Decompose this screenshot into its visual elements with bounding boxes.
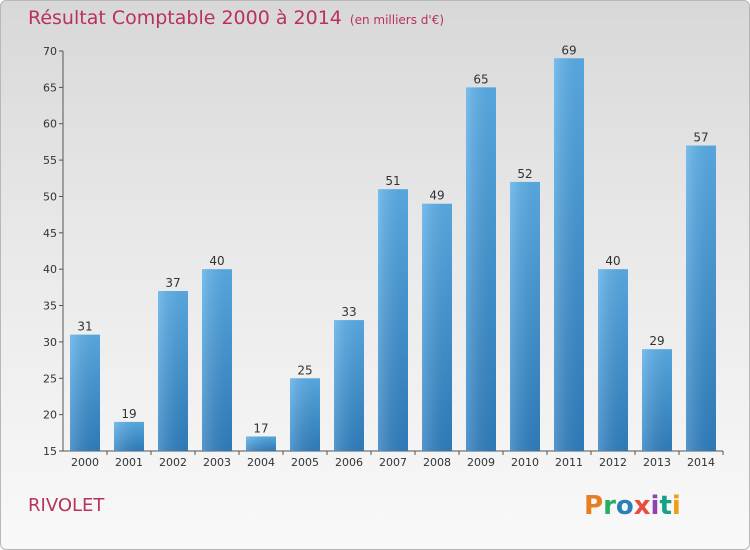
title-text: Résultat Comptable 2000 à 2014: [28, 7, 342, 29]
bar-value-label: 65: [473, 72, 488, 86]
y-tick-label: 70: [43, 45, 57, 58]
bar-highlight: [686, 145, 716, 451]
bar-highlight: [70, 334, 100, 451]
bar-value-label: 69: [561, 43, 576, 57]
bar-highlight: [598, 269, 628, 451]
unit-text: (en milliers d'€): [349, 13, 445, 27]
logo-letter: i: [650, 491, 660, 521]
x-tick-label: 2006: [335, 456, 363, 469]
bar-highlight: [378, 189, 408, 451]
logo-letter: P: [584, 491, 604, 521]
logo-letter: x: [633, 491, 651, 521]
bar-value-label: 52: [517, 167, 532, 181]
bar-value-label: 25: [297, 363, 312, 377]
bar-value-label: 40: [209, 254, 224, 268]
y-tick-label: 20: [43, 409, 57, 422]
bar-value-label: 17: [253, 421, 268, 435]
x-tick-label: 2014: [687, 456, 715, 469]
bar-highlight: [158, 291, 188, 451]
y-tick-label: 40: [43, 263, 57, 276]
bar-highlight: [202, 269, 232, 451]
bar-value-label: 29: [649, 334, 664, 348]
logo-letter: o: [615, 491, 634, 521]
bar-value-label: 19: [121, 407, 136, 421]
x-tick-label: 2002: [159, 456, 187, 469]
logo-letter: r: [603, 491, 616, 521]
x-tick-label: 2007: [379, 456, 407, 469]
bar-highlight: [554, 58, 584, 451]
x-tick-label: 2004: [247, 456, 275, 469]
bar-value-label: 31: [77, 320, 92, 334]
bar-value-label: 33: [341, 305, 356, 319]
y-tick-label: 35: [43, 300, 57, 313]
y-tick-label: 25: [43, 372, 57, 385]
y-tick-label: 30: [43, 336, 57, 349]
y-tick-label: 65: [43, 81, 57, 94]
proxiti-logo[interactable]: Proxiti: [584, 491, 681, 521]
bar-highlight: [114, 421, 144, 451]
bar-highlight: [642, 349, 672, 451]
y-tick-label: 50: [43, 190, 57, 203]
x-tick-label: 2010: [511, 456, 539, 469]
x-tick-label: 2000: [71, 456, 99, 469]
logo-letter: t: [659, 491, 672, 521]
place-name: RIVOLET: [28, 495, 105, 516]
x-tick-label: 2012: [599, 456, 627, 469]
y-tick-label: 15: [43, 445, 57, 458]
x-tick-label: 2008: [423, 456, 451, 469]
y-tick-label: 55: [43, 154, 57, 167]
chart-title: Résultat Comptable 2000 à 2014 (en millie…: [28, 7, 444, 29]
bar-value-label: 51: [385, 174, 400, 188]
bar-highlight: [246, 436, 276, 451]
bar-highlight: [466, 87, 496, 451]
x-tick-label: 2001: [115, 456, 143, 469]
y-tick-label: 45: [43, 227, 57, 240]
bar-highlight: [290, 378, 320, 451]
bar-highlight: [334, 320, 364, 451]
x-tick-label: 2005: [291, 456, 319, 469]
bar-value-label: 49: [429, 189, 444, 203]
bar-highlight: [510, 181, 540, 451]
bar-value-label: 57: [693, 131, 708, 145]
logo-letter: i: [671, 491, 681, 521]
bar-value-label: 37: [165, 276, 180, 290]
x-tick-label: 2003: [203, 456, 231, 469]
bar-value-label: 40: [605, 254, 620, 268]
x-tick-label: 2009: [467, 456, 495, 469]
bar-highlight: [422, 203, 452, 451]
bars: 31 19 37 40 17 25 33 51 49 65 52 69 40 29 57: [70, 43, 716, 451]
x-tick-label: 2011: [555, 456, 583, 469]
y-tick-label: 60: [43, 118, 57, 131]
x-tick-label: 2013: [643, 456, 671, 469]
